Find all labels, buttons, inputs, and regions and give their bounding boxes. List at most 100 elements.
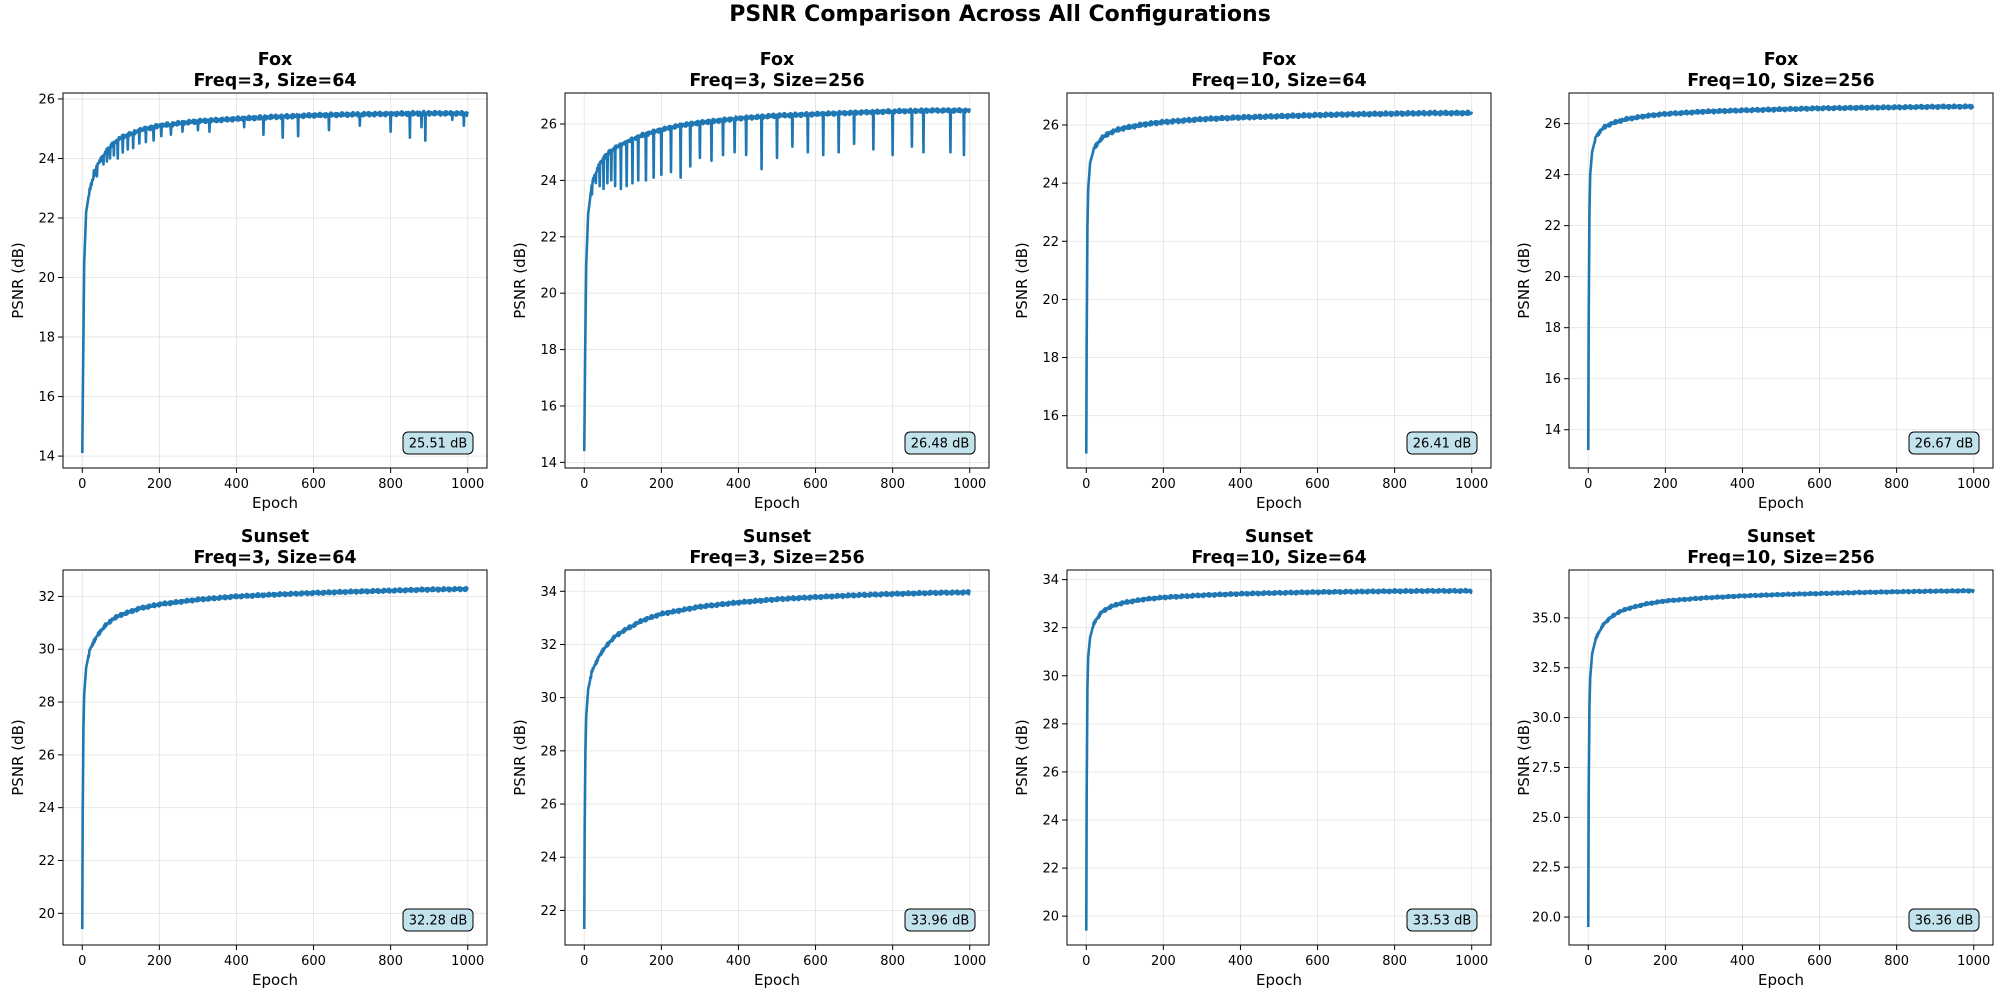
y-tick-label: 20 — [38, 907, 55, 922]
subplot-title-config: Freq=10, Size=256 — [1687, 71, 1874, 91]
x-tick-label: 800 — [378, 477, 403, 492]
subplot-title-config: Freq=3, Size=256 — [689, 548, 864, 568]
psnr-series-line — [80, 585, 469, 930]
x-tick-label: 600 — [803, 954, 828, 969]
y-tick-label: 20 — [1042, 293, 1059, 308]
x-axis-label: Epoch — [252, 494, 298, 512]
x-tick-label: 600 — [1305, 477, 1330, 492]
y-axis-label: PSNR (dB) — [511, 242, 529, 319]
subplot-title-config: Freq=10, Size=256 — [1687, 548, 1874, 568]
y-tick-label: 20 — [540, 287, 557, 302]
x-tick-label: 800 — [1382, 477, 1407, 492]
y-tick-label: 26 — [540, 798, 557, 813]
final-psnr-badge — [1406, 431, 1478, 455]
x-tick-label: 1000 — [451, 954, 484, 969]
y-tick-label: 24 — [38, 152, 55, 167]
x-tick-label: 200 — [1151, 477, 1176, 492]
y-tick-label: 24 — [540, 174, 557, 189]
subplot-title-dataset: Sunset — [1245, 527, 1313, 547]
y-tick-label: 24 — [540, 851, 557, 866]
x-tick-label: 200 — [1151, 954, 1176, 969]
y-tick-label: 22 — [1042, 862, 1059, 877]
final-psnr-label: 26.41 dB — [1413, 437, 1472, 452]
x-tick-label: 600 — [1807, 954, 1832, 969]
subplot-title-dataset: Sunset — [743, 527, 811, 547]
psnr-series-line — [582, 588, 971, 930]
final-psnr-badge — [1406, 908, 1478, 932]
x-tick-label: 800 — [880, 477, 905, 492]
x-tick-label: 600 — [803, 477, 828, 492]
y-tick-label: 26 — [38, 92, 55, 107]
y-axis-label: PSNR (dB) — [9, 242, 27, 319]
y-tick-label: 28 — [1042, 717, 1059, 732]
y-tick-label: 18 — [38, 331, 55, 346]
y-tick-label: 27.5 — [1532, 761, 1561, 776]
y-tick-label: 16 — [1544, 372, 1561, 387]
subplot-title-config: Freq=3, Size=64 — [193, 548, 356, 568]
y-tick-label: 25.0 — [1532, 811, 1561, 826]
psnr-series-line — [80, 109, 469, 454]
x-axis-label: Epoch — [1256, 494, 1302, 512]
psnr-series-line — [1084, 587, 1473, 931]
x-tick-label: 0 — [78, 477, 86, 492]
y-tick-label: 26 — [38, 748, 55, 763]
psnr-series-line — [1084, 109, 1474, 454]
final-psnr-badge — [904, 908, 976, 932]
y-tick-label: 30.0 — [1532, 711, 1561, 726]
y-tick-label: 20 — [38, 271, 55, 286]
x-tick-label: 400 — [726, 477, 751, 492]
y-tick-label: 32.5 — [1532, 661, 1561, 676]
x-tick-label: 0 — [1584, 954, 1592, 969]
x-tick-label: 800 — [1382, 954, 1407, 969]
final-psnr-label: 32.28 dB — [409, 914, 468, 929]
y-tick-label: 30 — [1042, 669, 1059, 684]
y-tick-label: 14 — [540, 456, 557, 471]
x-tick-label: 1000 — [953, 954, 986, 969]
x-tick-label: 0 — [78, 954, 86, 969]
y-tick-label: 34 — [540, 585, 557, 600]
x-tick-label: 1000 — [953, 477, 986, 492]
x-tick-label: 1000 — [1455, 477, 1488, 492]
y-tick-label: 32 — [1042, 621, 1059, 636]
y-tick-label: 26 — [1042, 765, 1059, 780]
x-tick-label: 400 — [224, 954, 249, 969]
psnr-series-line — [1586, 588, 1975, 928]
x-tick-label: 0 — [1584, 477, 1592, 492]
x-axis-label: Epoch — [754, 494, 800, 512]
y-axis-label: PSNR (dB) — [1515, 719, 1533, 796]
x-tick-label: 200 — [147, 477, 172, 492]
y-tick-label: 24 — [38, 801, 55, 816]
y-axis-label: PSNR (dB) — [1013, 719, 1031, 796]
y-tick-label: 22 — [38, 212, 55, 227]
y-tick-label: 22.5 — [1532, 861, 1561, 876]
psnr-series-line — [1586, 103, 1975, 451]
y-tick-label: 22 — [38, 854, 55, 869]
x-tick-label: 800 — [1884, 954, 1909, 969]
x-tick-label: 200 — [1653, 954, 1678, 969]
final-psnr-label: 33.96 dB — [911, 914, 970, 929]
x-tick-label: 0 — [580, 954, 588, 969]
subplot-title-config: Freq=3, Size=64 — [193, 71, 356, 91]
final-psnr-badge — [904, 431, 976, 455]
y-tick-label: 34 — [1042, 573, 1059, 588]
y-tick-label: 24 — [1042, 814, 1059, 829]
subplot-title-dataset: Sunset — [1747, 527, 1815, 547]
y-axis-label: PSNR (dB) — [511, 719, 529, 796]
y-tick-label: 30 — [540, 691, 557, 706]
y-tick-label: 26 — [1544, 117, 1561, 132]
y-tick-label: 16 — [38, 390, 55, 405]
y-tick-label: 22 — [1042, 235, 1059, 250]
y-tick-label: 22 — [540, 230, 557, 245]
subplot-title-dataset: Fox — [258, 50, 293, 70]
y-tick-label: 24 — [1544, 168, 1561, 183]
plot-frame — [564, 92, 990, 469]
x-tick-label: 200 — [649, 477, 674, 492]
final-psnr-badge — [1908, 908, 1980, 932]
y-tick-label: 26 — [1042, 118, 1059, 133]
subplot-title-dataset: Fox — [1764, 50, 1799, 70]
x-tick-label: 600 — [1807, 477, 1832, 492]
